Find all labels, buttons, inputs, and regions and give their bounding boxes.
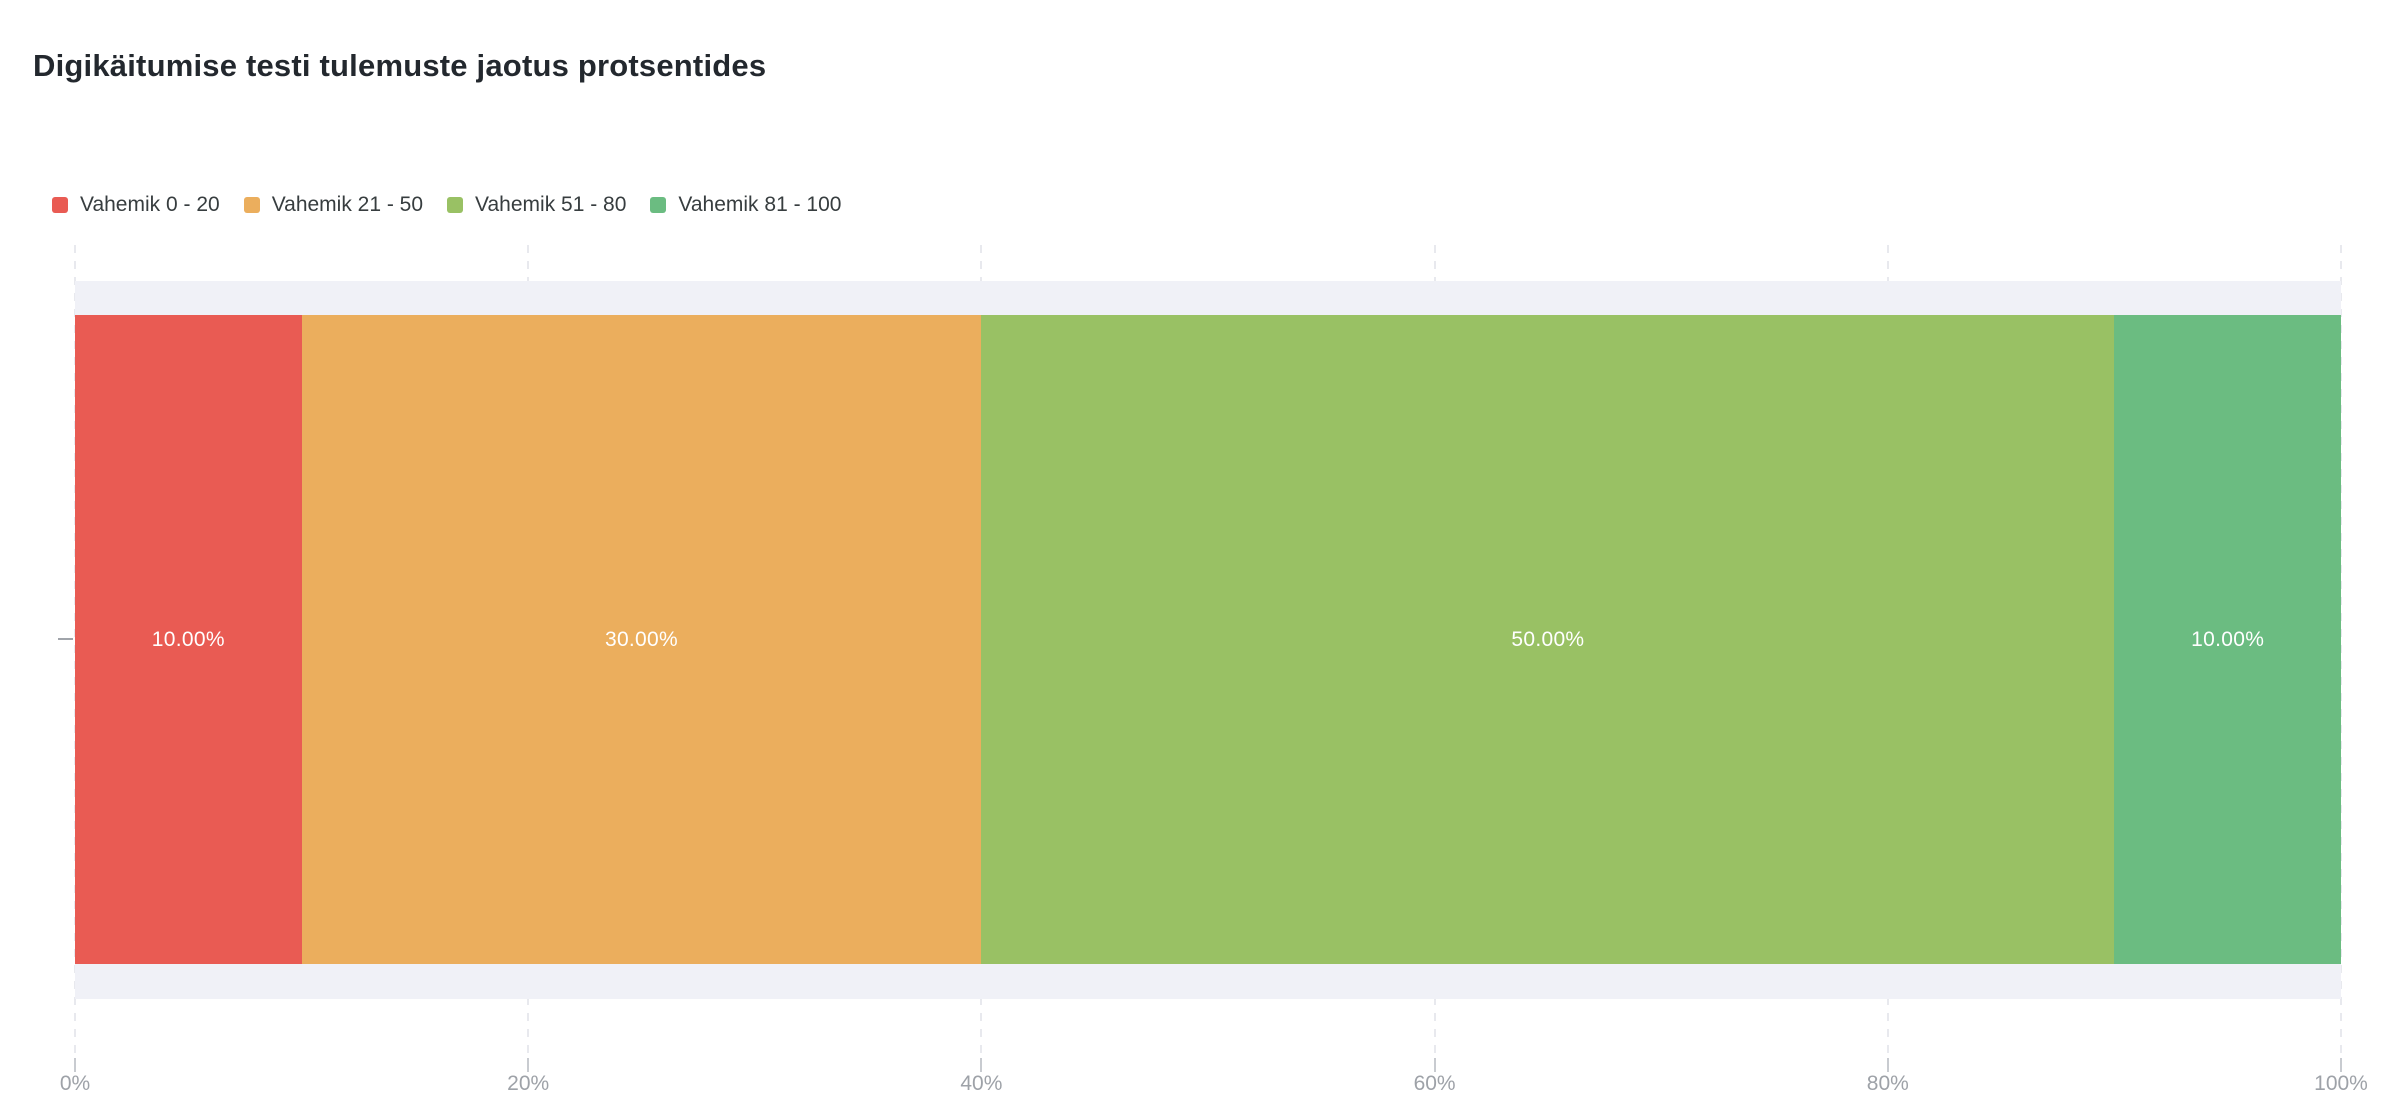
bar-segment-0[interactable]: 10.00% <box>75 315 302 964</box>
legend-swatch-icon <box>650 197 667 213</box>
x-axis-tick <box>527 1058 530 1072</box>
bar-segment-3[interactable]: 10.00% <box>2114 315 2341 964</box>
legend-item-0[interactable]: Vahemik 0 - 20 <box>52 193 220 217</box>
x-axis-tick <box>2340 1058 2342 1072</box>
legend-label: Vahemik 81 - 100 <box>678 193 842 216</box>
legend-item-1[interactable]: Vahemik 21 - 50 <box>243 193 424 217</box>
legend-label: Vahemik 21 - 50 <box>271 193 424 216</box>
bar-segment-1[interactable]: 30.00% <box>301 315 982 964</box>
legend-swatch-icon <box>447 197 464 213</box>
legend-label: Vahemik 51 - 80 <box>475 193 627 216</box>
legend-swatch-icon <box>243 197 260 213</box>
x-axis-tick <box>980 1058 983 1072</box>
x-axis-label: 0% <box>59 1072 91 1095</box>
legend-item-2[interactable]: Vahemik 51 - 80 <box>447 193 626 217</box>
x-axis-tick <box>74 1058 76 1072</box>
bar-segment-value-label: 30.00% <box>604 627 678 651</box>
bar-segment-2[interactable]: 50.00% <box>981 315 2115 964</box>
x-axis-label: 60% <box>1413 1072 1456 1095</box>
legend-swatch-icon <box>52 197 68 213</box>
bar-segment-value-label: 10.00% <box>151 627 225 651</box>
x-axis-labels: 0% 20% 40% 60% 80% 100% <box>60 1072 2368 1098</box>
legend-item-3[interactable]: Vahemik 81 - 100 <box>650 193 841 217</box>
stacked-bar: 10.00% 30.00% 50.00% 10.00% <box>75 315 2341 964</box>
x-axis-label: 40% <box>960 1072 1003 1095</box>
legend-label: Vahemik 0 - 20 <box>80 193 220 216</box>
x-axis-tick <box>1886 1058 1889 1072</box>
x-axis-label: 20% <box>507 1072 550 1095</box>
chart-title: Digikäitumise testi tulemuste jaotus pro… <box>33 48 767 83</box>
y-axis-tick <box>58 638 73 640</box>
bar-segment-value-label: 10.00% <box>2191 627 2265 651</box>
chart-legend: Vahemik 0 - 20 Vahemik 21 - 50 Vahemik 51 … <box>52 193 841 217</box>
vertical-gridline <box>2340 245 2342 1055</box>
x-axis-tick <box>1433 1058 1436 1072</box>
plot-area: 10.00% 30.00% 50.00% 10.00% <box>58 245 2342 1072</box>
x-axis-label: 80% <box>1866 1072 1909 1095</box>
x-axis-label: 100% <box>2314 1072 2368 1095</box>
bar-segment-value-label: 50.00% <box>1511 627 1585 651</box>
